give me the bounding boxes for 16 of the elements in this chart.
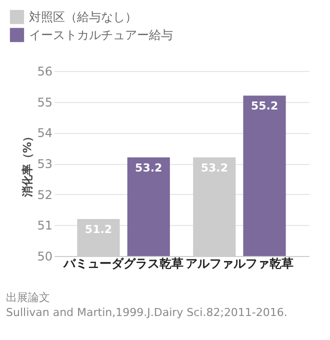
text: 出展論文 [6,290,51,305]
x-tick-label: バミューダグラス乾草 [62,256,184,270]
y-tick-label: 55 [37,95,52,110]
y-tick-label: 50 [37,250,52,264]
y-tick-label: 56 [37,64,52,78]
data-label: 55.2 [250,100,278,113]
y-tick-label: 53 [37,157,52,171]
y-tick-label: 54 [37,126,52,140]
data-label: 53.2 [135,161,162,174]
x-tick-label: アルファルファ乾草 [185,256,294,270]
legend-label: イーストカルチュアー給与 [29,28,173,42]
y-axis-title: 消化率（%） [21,130,34,198]
y-tick-label: 51 [37,218,52,233]
legend-label: 対照区（給与なし） [29,10,137,24]
y-tick-label: 52 [37,188,52,202]
text: Sullivan and Martin,1999.J.Dairy Sci.82;2011-2016. [6,305,288,320]
